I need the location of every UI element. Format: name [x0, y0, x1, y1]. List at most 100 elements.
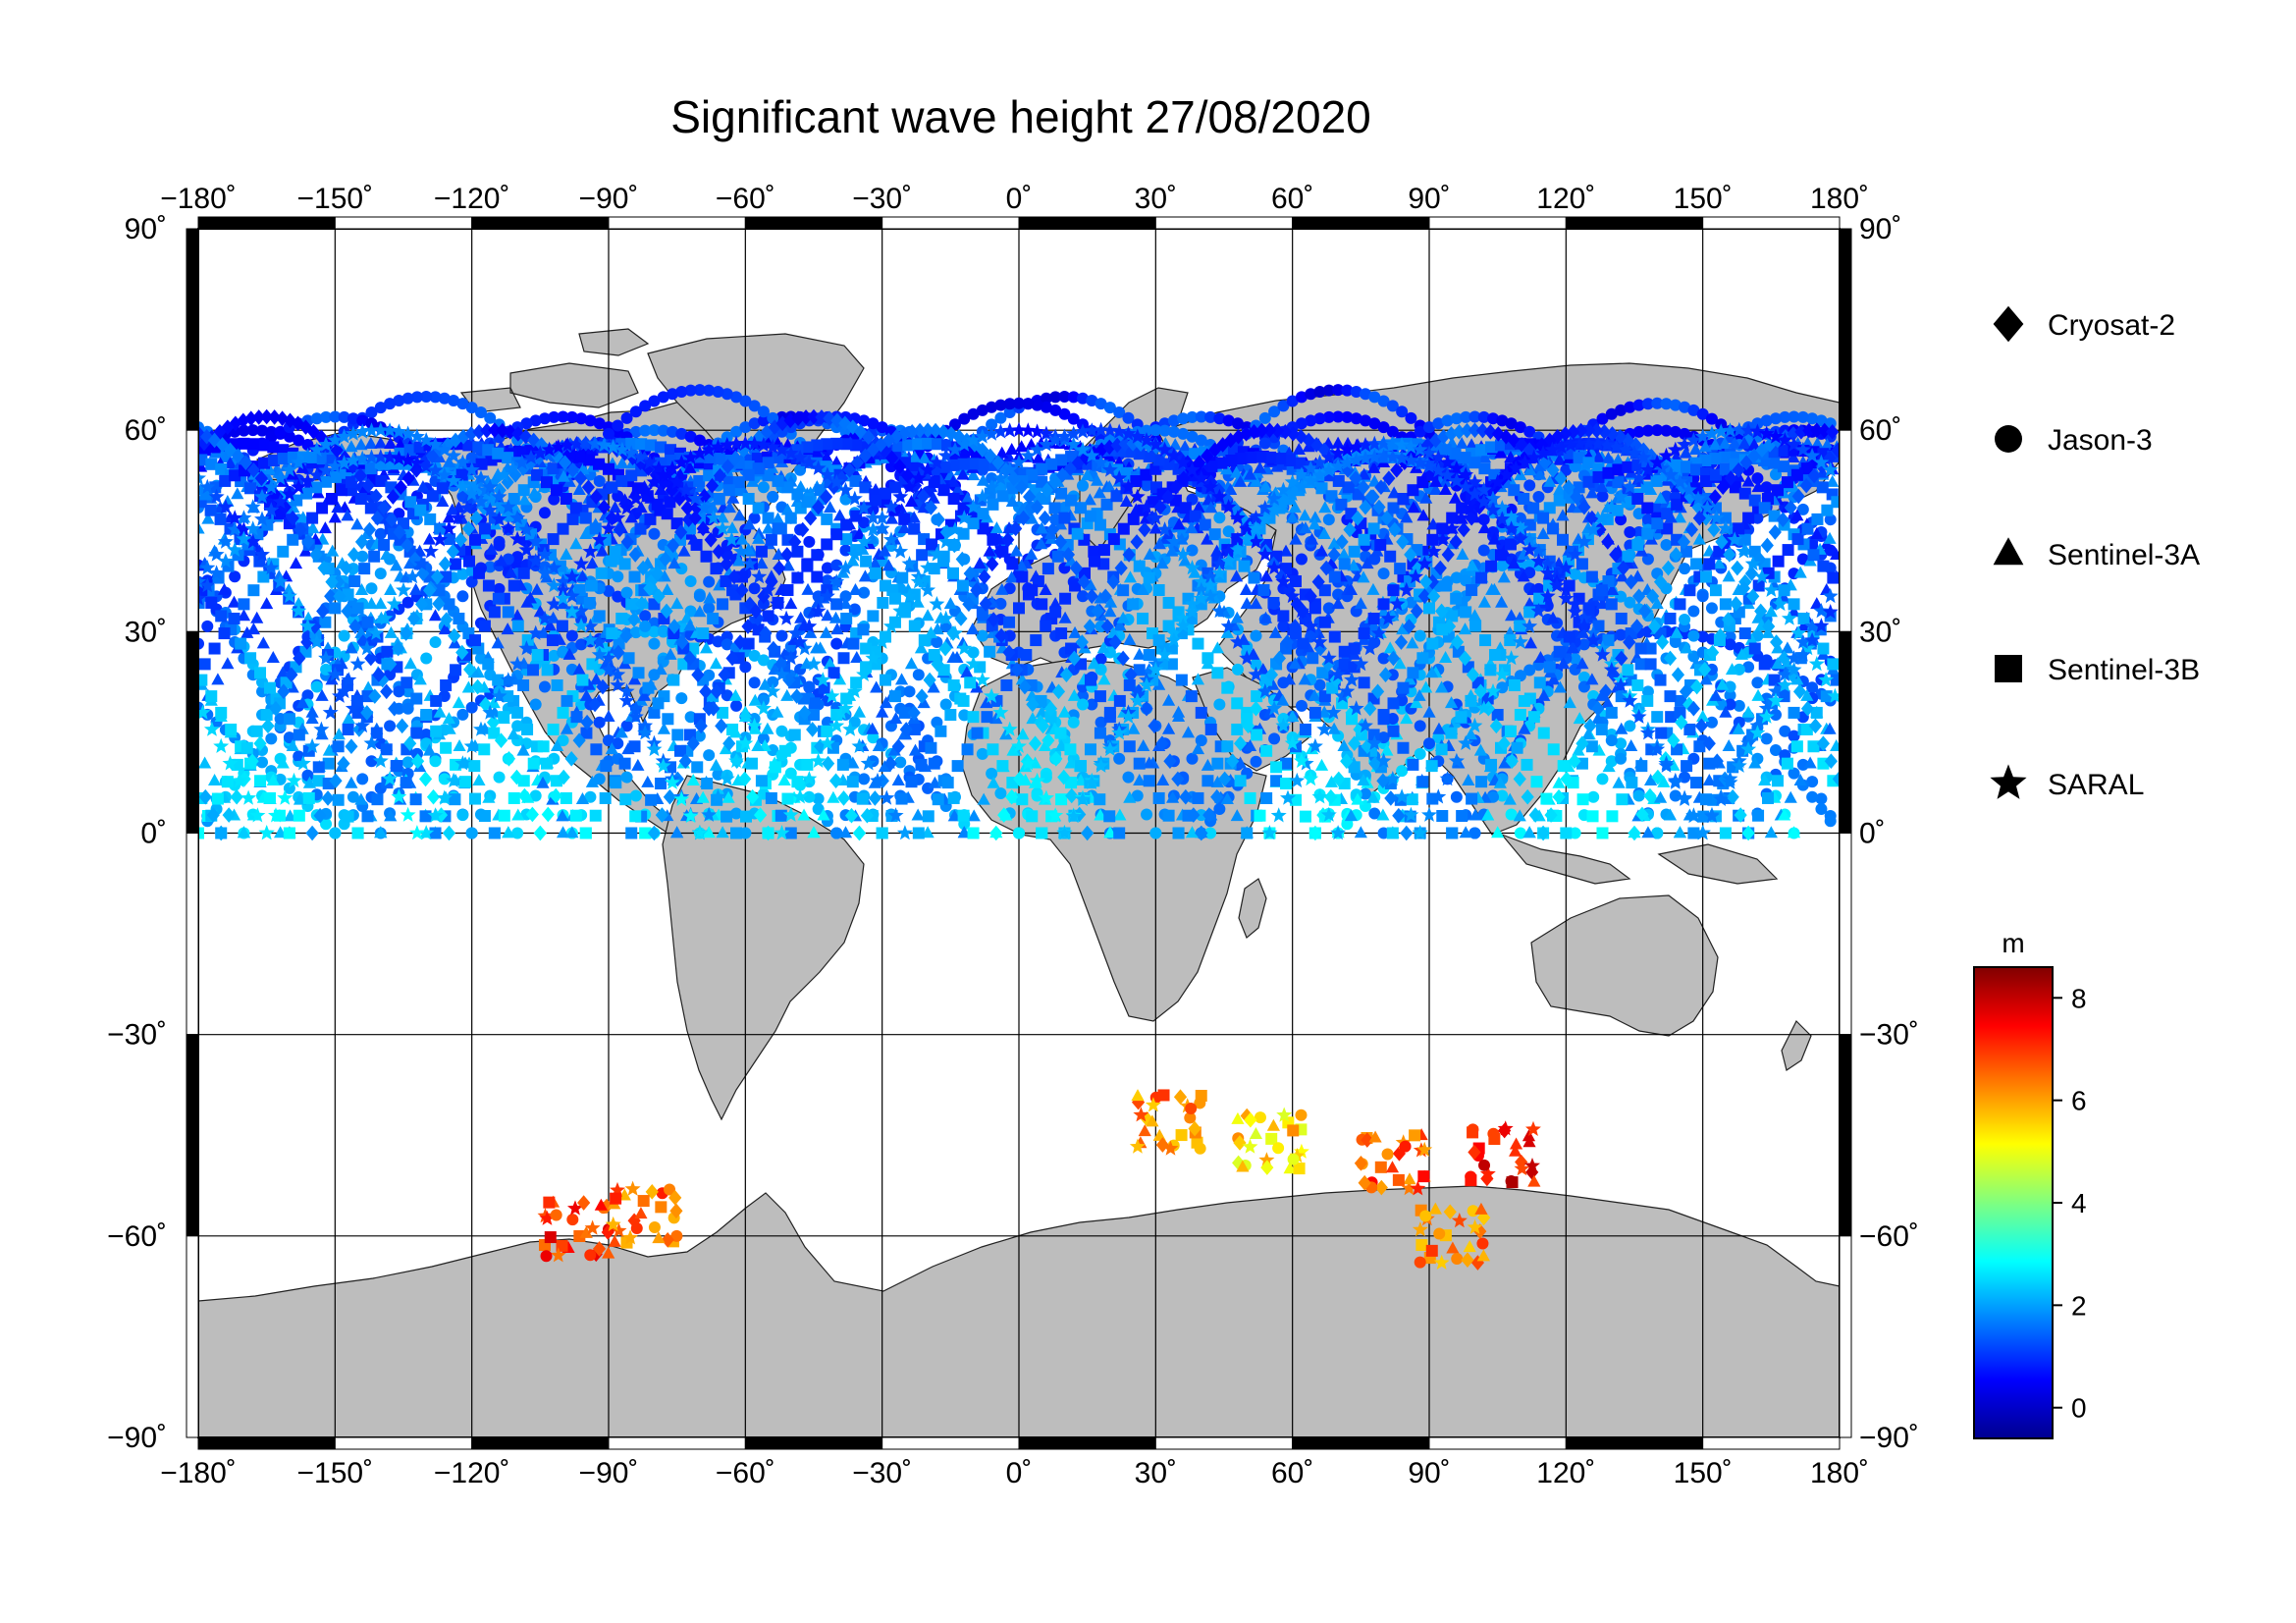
track-marker	[757, 481, 770, 494]
track-marker	[1009, 544, 1023, 557]
track-marker	[1308, 602, 1321, 615]
track-marker	[1606, 810, 1619, 823]
track-marker	[1634, 658, 1647, 671]
track-marker	[356, 773, 369, 785]
track-marker	[211, 673, 225, 685]
track-marker	[1328, 630, 1341, 643]
track-marker	[1596, 490, 1609, 503]
track-marker	[1632, 399, 1645, 411]
track-marker	[1022, 398, 1035, 410]
track-marker	[995, 446, 1009, 459]
track-marker	[1231, 723, 1244, 735]
track-marker	[1013, 827, 1025, 839]
track-marker	[1587, 690, 1600, 703]
track-marker	[1396, 622, 1410, 635]
track-marker	[342, 723, 354, 735]
track-marker	[488, 606, 501, 619]
land-africa	[961, 659, 1267, 1022]
track-marker	[684, 384, 697, 397]
track-marker	[1162, 809, 1175, 822]
track-marker	[1005, 495, 1019, 508]
track-marker	[1113, 752, 1126, 765]
track-marker	[256, 756, 269, 769]
track-marker	[1289, 575, 1302, 588]
track-marker	[629, 626, 642, 639]
track-marker	[1177, 412, 1190, 425]
track-marker	[1058, 407, 1071, 420]
track-marker	[976, 629, 988, 642]
track-marker	[939, 698, 952, 711]
track-marker	[1615, 628, 1628, 641]
track-marker	[1641, 398, 1654, 410]
track-marker	[1095, 398, 1107, 410]
track-marker	[1328, 570, 1341, 583]
track-marker	[472, 567, 485, 579]
track-marker	[1699, 793, 1712, 806]
track-marker	[1204, 501, 1218, 514]
track-marker	[1615, 569, 1629, 582]
track-marker	[1041, 563, 1054, 575]
track-marker	[771, 705, 784, 718]
track-marker	[436, 495, 450, 508]
track-marker	[1797, 612, 1810, 624]
track-marker	[1767, 457, 1780, 469]
track-marker	[1450, 790, 1463, 803]
track-marker	[1465, 694, 1477, 707]
track-marker	[1297, 637, 1309, 650]
track-marker	[1446, 512, 1459, 524]
track-marker	[1097, 544, 1110, 557]
track-marker	[699, 641, 714, 654]
track-marker	[1337, 548, 1351, 561]
track-marker	[1058, 611, 1072, 623]
track-marker	[463, 555, 476, 568]
track-marker	[354, 625, 368, 638]
track-marker	[1221, 740, 1234, 753]
track-marker	[1175, 674, 1188, 686]
track-marker	[1591, 450, 1606, 462]
track-marker	[593, 417, 606, 430]
track-marker	[276, 756, 290, 769]
track-marker	[667, 425, 679, 438]
track-marker	[1473, 743, 1488, 756]
track-marker	[1485, 758, 1498, 771]
track-marker	[912, 827, 925, 839]
track-marker	[1543, 661, 1556, 674]
track-marker	[1171, 709, 1186, 722]
track-marker	[602, 709, 615, 722]
track-marker	[287, 533, 299, 546]
track-marker	[1670, 625, 1683, 638]
track-marker	[1641, 685, 1654, 698]
track-marker	[1651, 424, 1664, 437]
track-marker	[703, 384, 716, 397]
track-marker	[1669, 636, 1682, 649]
track-marker	[310, 412, 323, 425]
track-marker	[595, 544, 609, 557]
track-marker	[1596, 773, 1609, 785]
track-marker	[1270, 761, 1283, 774]
track-marker	[507, 791, 520, 804]
track-marker	[1337, 739, 1351, 752]
track-marker	[1034, 537, 1048, 550]
track-marker	[671, 729, 684, 741]
track-marker	[752, 526, 766, 539]
track-marker	[310, 680, 323, 693]
track-marker	[1477, 450, 1491, 462]
track-marker	[312, 775, 325, 787]
track-marker	[1049, 404, 1062, 416]
track-marker	[618, 757, 631, 770]
track-marker	[1632, 425, 1645, 438]
track-marker	[700, 550, 713, 563]
track-marker	[1494, 549, 1507, 562]
track-marker	[484, 411, 497, 424]
track-marker	[648, 625, 661, 638]
track-marker	[811, 595, 825, 608]
track-marker	[547, 723, 560, 735]
track-marker	[1769, 709, 1782, 722]
track-marker	[977, 792, 990, 805]
track-marker	[1585, 570, 1598, 583]
track-marker	[272, 465, 286, 478]
track-marker	[603, 585, 614, 598]
track-marker	[1679, 427, 1691, 440]
track-marker	[830, 622, 844, 635]
track-marker	[1425, 666, 1439, 678]
